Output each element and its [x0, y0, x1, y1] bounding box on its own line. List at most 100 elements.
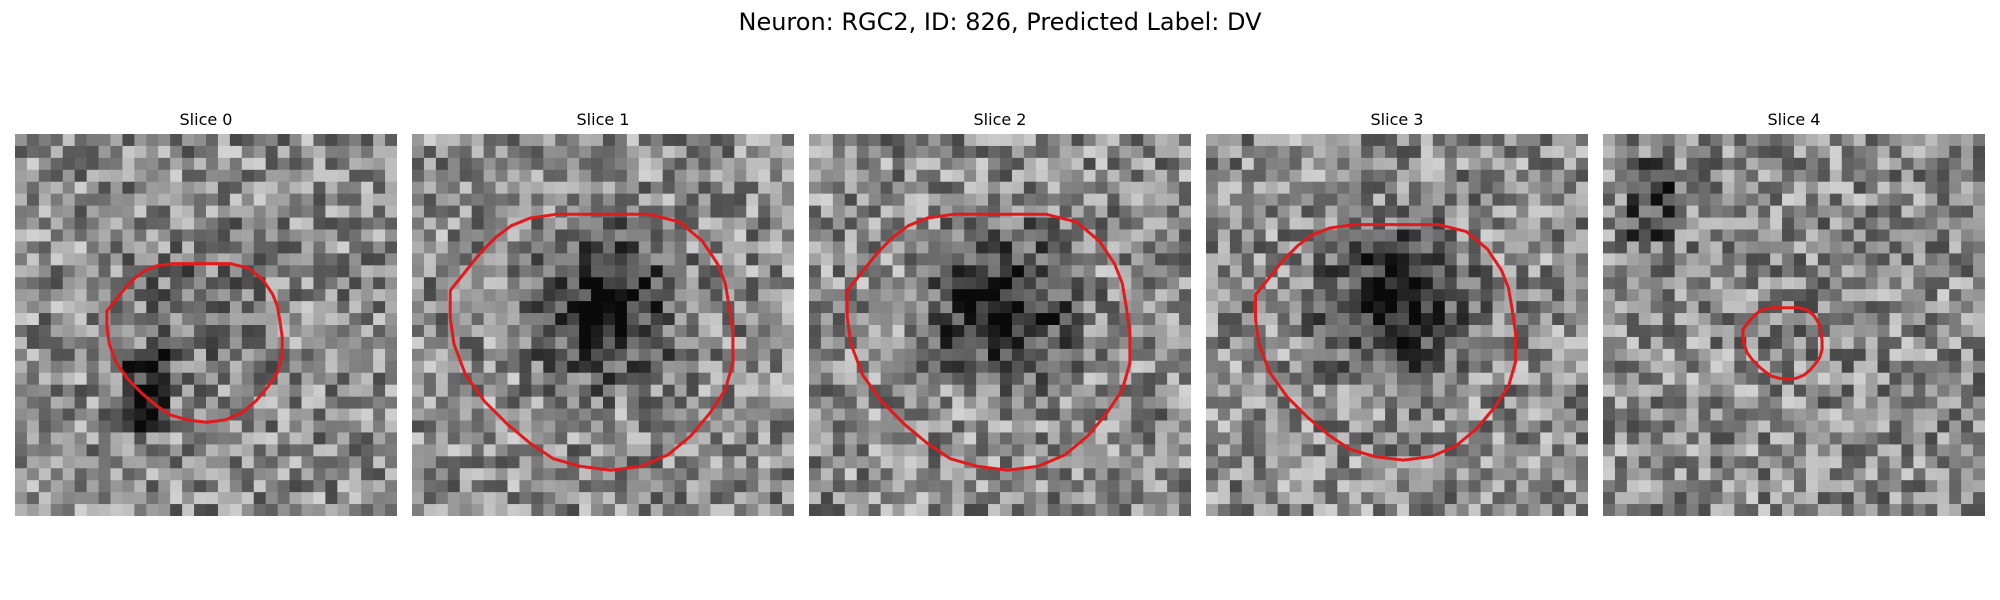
image-pixel	[361, 456, 374, 469]
image-pixel	[1770, 181, 1783, 195]
image-pixel	[170, 396, 183, 409]
image-pixel	[531, 313, 544, 326]
image-pixel	[782, 289, 794, 302]
image-pixel	[217, 396, 231, 409]
image-pixel	[916, 157, 929, 171]
image-pixel	[1253, 492, 1267, 505]
image-pixel	[253, 336, 267, 350]
image-pixel	[1107, 408, 1120, 421]
image-pixel	[1035, 504, 1049, 516]
image-pixel	[26, 372, 40, 386]
image-pixel	[1325, 372, 1338, 386]
image-pixel	[483, 253, 496, 266]
image-pixel	[758, 372, 771, 386]
image-pixel	[495, 372, 508, 386]
image-pixel	[471, 372, 485, 386]
image-pixel	[591, 289, 604, 302]
image-pixel	[206, 134, 219, 147]
image-pixel	[1913, 408, 1926, 421]
image-pixel	[880, 217, 893, 230]
image-pixel	[50, 396, 64, 409]
image-pixel	[1361, 372, 1374, 386]
image-pixel	[1385, 169, 1398, 183]
image-pixel	[1638, 134, 1652, 147]
image-pixel	[483, 504, 496, 516]
image-pixel	[1614, 301, 1628, 314]
image-pixel	[1408, 468, 1422, 481]
image-pixel	[1468, 157, 1481, 171]
image-pixel	[686, 253, 699, 266]
image-pixel	[1349, 277, 1362, 290]
image-pixel	[1265, 456, 1279, 469]
image-pixel	[964, 289, 977, 302]
image-pixel	[74, 229, 88, 242]
image-pixel	[904, 301, 917, 314]
image-pixel	[904, 253, 917, 266]
image-pixel	[337, 408, 350, 421]
image-pixel	[519, 348, 532, 362]
image-pixel	[277, 396, 290, 409]
image-pixel	[1865, 360, 1878, 374]
image-pixel	[1131, 372, 1144, 386]
image-pixel	[543, 265, 556, 278]
image-pixel	[15, 229, 28, 242]
image-pixel	[1877, 336, 1890, 350]
image-pixel	[1107, 384, 1120, 398]
image-pixel	[253, 205, 267, 218]
image-pixel	[412, 205, 425, 218]
image-pixel	[1937, 277, 1950, 290]
image-pixel	[1650, 360, 1664, 374]
image-pixel	[1083, 145, 1096, 159]
image-pixel	[1638, 360, 1652, 374]
image-pixel	[1241, 360, 1255, 374]
image-pixel	[1638, 372, 1652, 386]
image-pixel	[361, 313, 374, 326]
image-pixel	[373, 253, 386, 266]
image-pixel	[758, 492, 771, 505]
image-pixel	[1492, 432, 1505, 445]
image-pixel	[1023, 217, 1037, 230]
image-pixel	[217, 313, 231, 326]
image-pixel	[1289, 229, 1302, 242]
image-pixel	[916, 444, 929, 457]
image-pixel	[1782, 313, 1795, 326]
image-pixel	[206, 325, 219, 338]
image-pixel	[555, 265, 568, 278]
image-pixel	[217, 169, 231, 183]
image-pixel	[459, 504, 473, 516]
image-pixel	[1504, 396, 1517, 409]
image-pixel	[337, 348, 350, 362]
image-pixel	[1229, 134, 1243, 147]
image-pixel	[1865, 229, 1878, 242]
image-pixel	[856, 408, 870, 421]
image-pixel	[1865, 205, 1878, 218]
image-pixel	[1650, 181, 1664, 195]
image-pixel	[1698, 336, 1711, 350]
image-pixel	[1782, 444, 1795, 457]
image-pixel	[1206, 396, 1219, 409]
image-pixel	[1253, 408, 1267, 421]
image-pixel	[1626, 205, 1640, 218]
image-pixel	[1937, 336, 1950, 350]
image-pixel	[1853, 265, 1867, 278]
image-pixel	[1289, 157, 1302, 171]
image-pixel	[289, 396, 302, 409]
image-pixel	[1000, 396, 1013, 409]
image-pixel	[1095, 468, 1108, 481]
image-pixel	[1877, 193, 1890, 207]
image-pixel	[820, 229, 834, 242]
image-pixel	[1155, 217, 1168, 230]
image-pixel	[758, 181, 771, 195]
image-pixel	[770, 325, 783, 338]
image-pixel	[832, 229, 846, 242]
image-pixel	[277, 181, 290, 195]
image-pixel	[928, 193, 941, 207]
image-pixel	[543, 372, 556, 386]
image-pixel	[1253, 480, 1267, 493]
image-pixel	[241, 420, 255, 433]
image-pixel	[1638, 384, 1652, 398]
image-pixel	[1674, 301, 1687, 314]
image-pixel	[217, 229, 231, 242]
image-pixel	[1217, 408, 1231, 421]
image-pixel	[1420, 253, 1434, 266]
